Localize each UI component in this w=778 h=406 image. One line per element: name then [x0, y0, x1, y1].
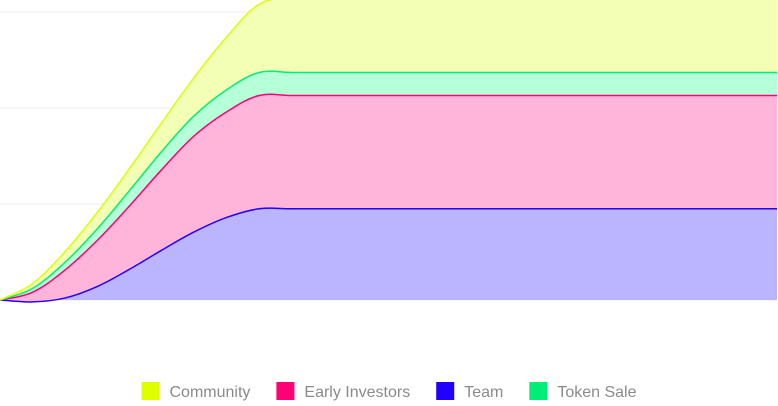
line-early-investors [0, 93, 777, 301]
legend-item-team[interactable]: Team [436, 382, 503, 401]
legend-swatch-community [141, 382, 160, 400]
line-token-sale [0, 70, 777, 301]
area-community [0, 0, 777, 300]
area-layer [0, 0, 777, 302]
legend-item-community[interactable]: Community [141, 382, 250, 401]
legend-swatch-early-investors [276, 382, 295, 400]
line-team [0, 207, 777, 303]
area-early-investors [0, 94, 777, 302]
legend: Community Early Investors Team Token Sale [141, 382, 637, 401]
legend-swatch-token-sale [529, 382, 548, 400]
legend-swatch-team [436, 382, 455, 400]
line-layer [0, 0, 777, 303]
legend-item-token-sale[interactable]: Token Sale [529, 382, 637, 401]
line-community [0, 0, 274, 301]
legend-item-early-investors[interactable]: Early Investors [276, 382, 410, 401]
legend-label-early-investors: Early Investors [304, 384, 410, 401]
legend-label-team: Team [464, 384, 503, 401]
legend-label-community: Community [169, 384, 250, 401]
legend-label-token-sale: Token Sale [557, 384, 636, 401]
area-token-sale [0, 71, 777, 300]
area-team [0, 208, 777, 302]
